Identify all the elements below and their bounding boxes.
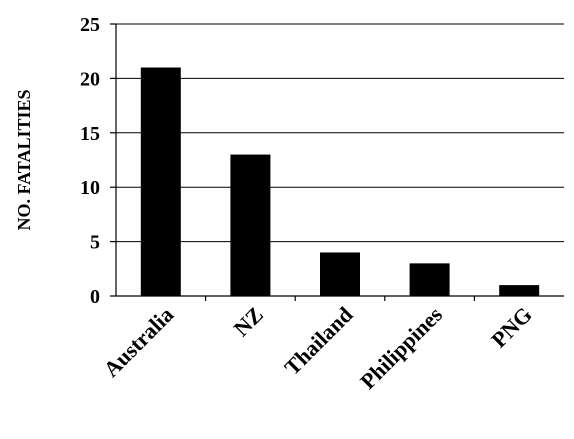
gridlines bbox=[116, 23, 564, 243]
bar-nz bbox=[230, 154, 271, 296]
x-category-label: Philippines bbox=[355, 302, 447, 394]
y-tick-label: 20 bbox=[80, 68, 100, 90]
bars bbox=[140, 67, 540, 297]
y-tick-label: 15 bbox=[80, 123, 100, 145]
x-category-label: NZ bbox=[229, 302, 268, 341]
y-tick-label: 25 bbox=[80, 14, 100, 36]
y-tick-label: 10 bbox=[80, 177, 100, 199]
y-axis-title: NO. FATALITIES bbox=[14, 89, 34, 230]
bar-philippines bbox=[409, 263, 450, 296]
bar-thailand bbox=[320, 252, 360, 296]
x-category-label: PNG bbox=[486, 302, 537, 353]
y-tick-label: 5 bbox=[90, 232, 100, 254]
axes bbox=[110, 23, 564, 301]
x-category-label: Thailand bbox=[279, 302, 357, 380]
bar-australia bbox=[140, 67, 181, 297]
bar-png bbox=[499, 285, 540, 296]
y-tick-labels: 0 5 10 15 20 25 bbox=[80, 14, 100, 308]
y-tick-label: 0 bbox=[90, 286, 100, 308]
x-category-label: Australia bbox=[98, 302, 178, 382]
